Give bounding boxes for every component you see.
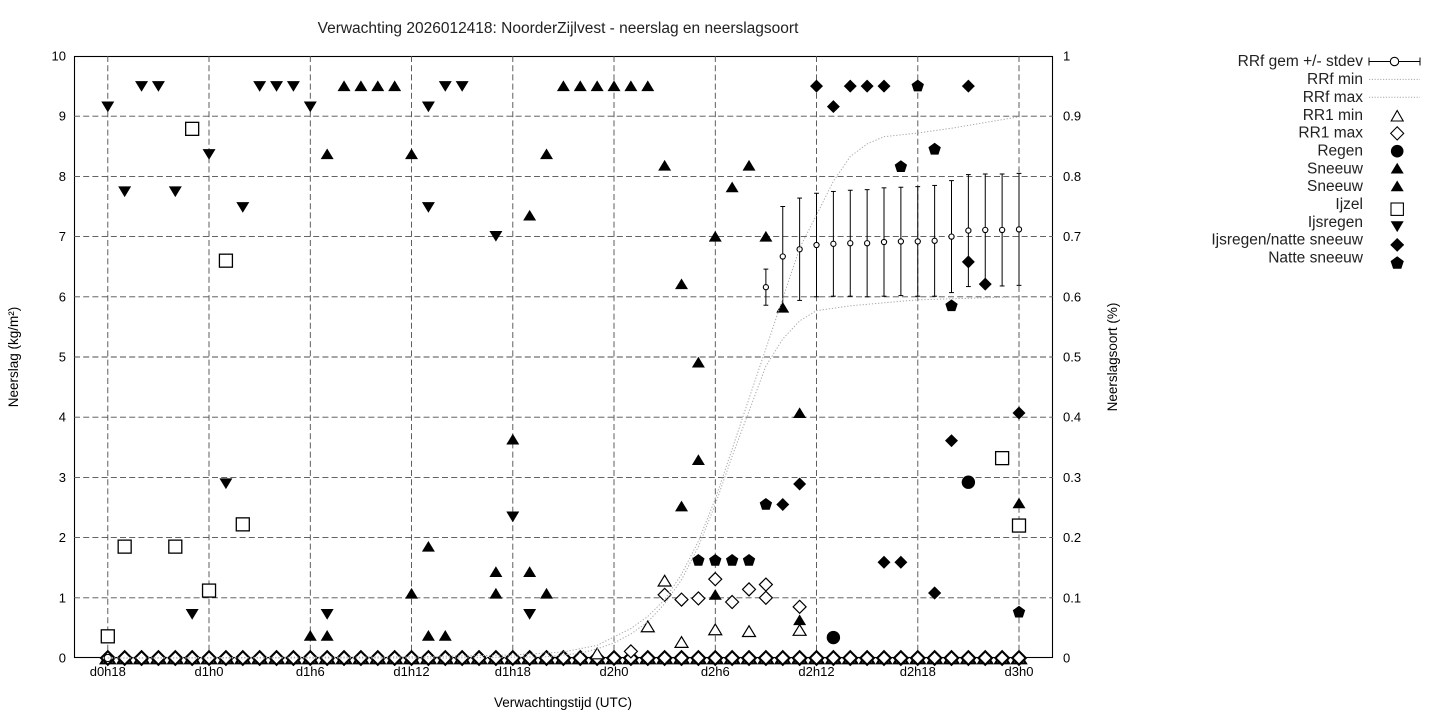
svg-text:8: 8 bbox=[59, 169, 66, 184]
svg-text:5: 5 bbox=[59, 350, 66, 365]
svg-text:Regen: Regen bbox=[1317, 142, 1363, 159]
svg-text:6: 6 bbox=[59, 289, 66, 304]
svg-text:Ijsregen/natte sneeuw: Ijsregen/natte sneeuw bbox=[1211, 232, 1363, 249]
svg-text:0: 0 bbox=[59, 651, 66, 666]
svg-text:4: 4 bbox=[59, 410, 66, 425]
svg-text:d2h18: d2h18 bbox=[900, 664, 936, 679]
svg-text:RRf min: RRf min bbox=[1307, 71, 1363, 88]
svg-text:1: 1 bbox=[1063, 49, 1070, 64]
svg-text:0.9: 0.9 bbox=[1063, 109, 1081, 124]
svg-text:d1h18: d1h18 bbox=[495, 664, 531, 679]
svg-text:0.5: 0.5 bbox=[1063, 350, 1081, 365]
svg-text:d2h0: d2h0 bbox=[600, 664, 629, 679]
svg-text:0.6: 0.6 bbox=[1063, 289, 1081, 304]
svg-text:Sneeuw: Sneeuw bbox=[1307, 178, 1364, 195]
svg-text:9: 9 bbox=[59, 109, 66, 124]
svg-text:7: 7 bbox=[59, 229, 66, 244]
svg-text:0: 0 bbox=[1063, 651, 1070, 666]
svg-text:2: 2 bbox=[59, 530, 66, 545]
svg-text:d2h6: d2h6 bbox=[701, 664, 730, 679]
svg-text:RR1 max: RR1 max bbox=[1298, 125, 1363, 142]
svg-text:0.1: 0.1 bbox=[1063, 590, 1081, 605]
svg-text:Verwachtingstijd (UTC): Verwachtingstijd (UTC) bbox=[494, 695, 632, 710]
svg-text:10: 10 bbox=[52, 49, 66, 64]
svg-text:Neerslag (kg/m²): Neerslag (kg/m²) bbox=[6, 307, 21, 408]
svg-text:Ijzel: Ijzel bbox=[1335, 196, 1363, 213]
svg-text:Ijsregen: Ijsregen bbox=[1308, 214, 1363, 231]
svg-text:Sneeuw: Sneeuw bbox=[1307, 160, 1364, 177]
svg-text:Neerslagsoort (%): Neerslagsoort (%) bbox=[1105, 303, 1120, 412]
svg-text:RR1 min: RR1 min bbox=[1303, 107, 1363, 124]
svg-text:3: 3 bbox=[59, 470, 66, 485]
svg-text:d1h6: d1h6 bbox=[296, 664, 325, 679]
svg-text:Verwachting 2026012418: Noorde: Verwachting 2026012418: NoorderZijlvest … bbox=[318, 20, 799, 37]
svg-text:RRf max: RRf max bbox=[1303, 89, 1364, 106]
svg-text:RRf gem +/- stdev: RRf gem +/- stdev bbox=[1238, 53, 1364, 70]
svg-text:0.7: 0.7 bbox=[1063, 229, 1081, 244]
svg-text:d1h0: d1h0 bbox=[195, 664, 224, 679]
svg-text:1: 1 bbox=[59, 590, 66, 605]
svg-text:0.8: 0.8 bbox=[1063, 169, 1081, 184]
svg-text:0.4: 0.4 bbox=[1063, 410, 1081, 425]
svg-text:d2h12: d2h12 bbox=[798, 664, 834, 679]
svg-text:0.2: 0.2 bbox=[1063, 530, 1081, 545]
svg-text:d1h12: d1h12 bbox=[393, 664, 429, 679]
svg-text:Natte sneeuw: Natte sneeuw bbox=[1268, 250, 1364, 267]
svg-text:0.3: 0.3 bbox=[1063, 470, 1081, 485]
